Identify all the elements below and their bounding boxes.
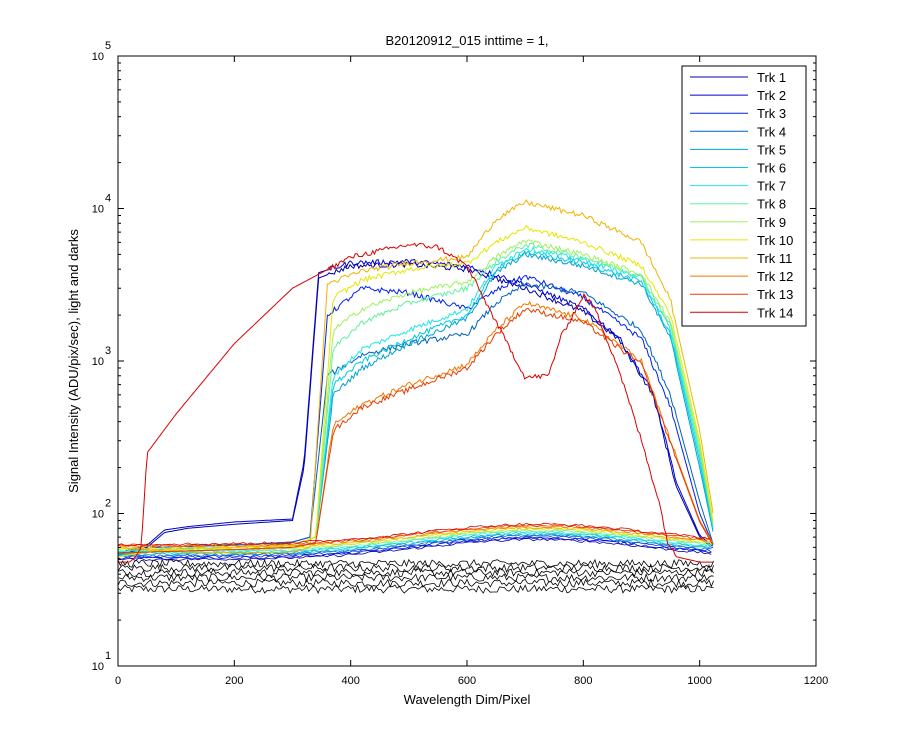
dark-frame-line xyxy=(117,572,714,583)
series-line-trk-14 xyxy=(118,242,713,563)
series-floor-trk-4 xyxy=(117,534,712,558)
series-floor-trk-10 xyxy=(117,527,712,551)
legend-label-trk-8: Trk 8 xyxy=(757,197,786,212)
x-axis-label: Wavelength Dim/Pixel xyxy=(404,692,531,707)
series-line-trk-10 xyxy=(117,224,714,558)
chart-title: B20120912_015 inttime = 1, xyxy=(386,33,549,48)
series-line-trk-4 xyxy=(117,282,714,555)
y-tick-label-exponent: 3 xyxy=(105,345,111,357)
legend-label-trk-2: Trk 2 xyxy=(757,88,786,103)
dark-frame-line xyxy=(117,558,714,569)
dark-frame-line xyxy=(117,584,714,594)
x-tick-label: 400 xyxy=(341,675,359,687)
series-line-trk-13 xyxy=(117,307,714,554)
series-floor-trk-11 xyxy=(117,526,712,550)
y-tick-label-base: 10 xyxy=(92,204,104,216)
dark-frame-line xyxy=(117,563,714,573)
series-layer xyxy=(117,199,714,563)
legend-label-trk-4: Trk 4 xyxy=(757,124,786,139)
legend-label-trk-10: Trk 10 xyxy=(757,233,793,248)
legend-box xyxy=(681,65,807,327)
x-tick-label: 600 xyxy=(458,675,476,687)
legend-label-trk-6: Trk 6 xyxy=(757,161,786,176)
y-tick-label-base: 10 xyxy=(92,509,104,521)
y-tick-label-exponent: 5 xyxy=(105,40,111,52)
series-floor-trk-6 xyxy=(117,531,712,555)
legend: Trk 1 Trk 2 Trk 3 Trk 4 Trk 5 Trk 6 Trk 7 Trk 8… xyxy=(681,65,807,327)
legend-label-trk-5: Trk 5 xyxy=(757,142,786,157)
legend-label-trk-7: Trk 7 xyxy=(757,179,786,194)
y-tick-label-exponent: 2 xyxy=(105,498,111,510)
y-tick-label-exponent: 4 xyxy=(105,193,111,205)
y-tick-label-exponent: 1 xyxy=(105,650,111,662)
y-tick-label-base: 10 xyxy=(92,51,104,63)
x-tick-label: 1200 xyxy=(804,675,828,687)
legend-label-trk-9: Trk 9 xyxy=(757,215,786,230)
legend-label-trk-13: Trk 13 xyxy=(757,287,793,302)
dark-frames-layer xyxy=(117,558,714,594)
x-tick-label: 800 xyxy=(574,675,592,687)
legend-label-trk-11: Trk 11 xyxy=(757,251,792,266)
y-axis-label: Signal Intensity (ADU/pix/sec), light an… xyxy=(66,229,81,493)
x-tick-label: 200 xyxy=(225,675,243,687)
x-tick-label: 1000 xyxy=(687,675,711,687)
series-line-trk-2 xyxy=(117,258,713,554)
x-tick-label: 0 xyxy=(115,675,121,687)
legend-label-trk-1: Trk 1 xyxy=(757,70,786,85)
legend-label-trk-14: Trk 14 xyxy=(757,305,793,320)
y-tick-label-base: 10 xyxy=(92,356,104,368)
y-tick-label-base: 10 xyxy=(92,661,104,673)
series-floor-trk-2 xyxy=(117,536,712,560)
legend-label-trk-3: Trk 3 xyxy=(757,106,786,121)
dark-frame-line xyxy=(117,578,714,589)
series-line-trk-11 xyxy=(117,199,714,554)
series-floor-trk-14 xyxy=(117,522,712,546)
legend-label-trk-12: Trk 12 xyxy=(757,269,793,284)
